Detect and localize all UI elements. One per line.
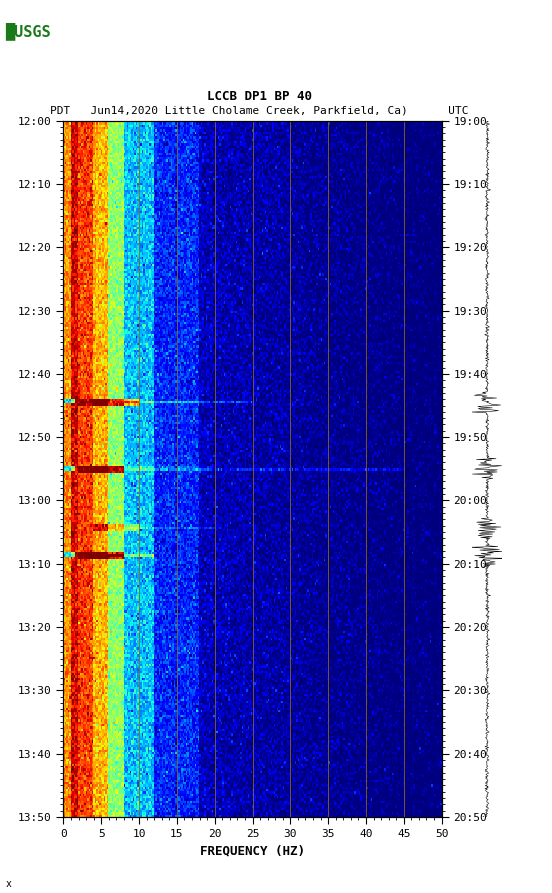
Text: LCCB DP1 BP 40: LCCB DP1 BP 40 — [207, 89, 312, 103]
Text: x: x — [6, 879, 12, 889]
Text: PDT   Jun14,2020 Little Cholame Creek, Parkfield, Ca)      UTC: PDT Jun14,2020 Little Cholame Creek, Par… — [50, 105, 469, 115]
X-axis label: FREQUENCY (HZ): FREQUENCY (HZ) — [200, 845, 305, 857]
Text: █USGS: █USGS — [6, 22, 51, 40]
